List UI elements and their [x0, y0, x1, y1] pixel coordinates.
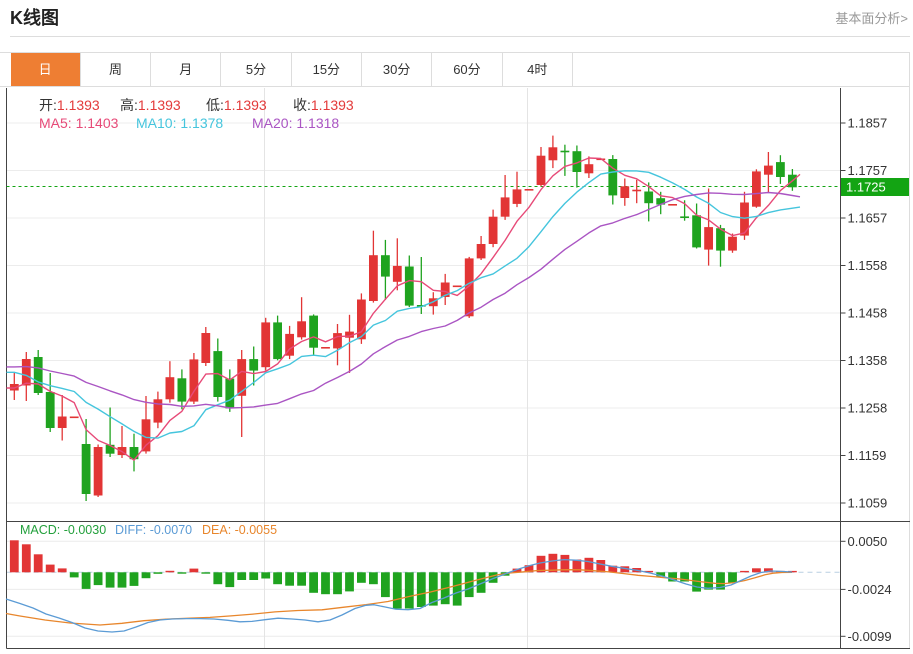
svg-text:DIFF: -0.0070: DIFF: -0.0070 [115, 523, 192, 537]
svg-text:-0.0024: -0.0024 [848, 582, 892, 597]
svg-text:1.1757: 1.1757 [848, 163, 888, 178]
svg-text:-0.0099: -0.0099 [848, 629, 892, 644]
svg-text:1.1857: 1.1857 [848, 116, 888, 131]
svg-text:0.0050: 0.0050 [848, 534, 888, 549]
svg-text:MACD: -0.0030: MACD: -0.0030 [20, 523, 106, 537]
svg-text:1.1358: 1.1358 [848, 353, 888, 368]
svg-text:1.1558: 1.1558 [848, 258, 888, 273]
svg-text:MA10: 1.1378: MA10: 1.1378 [136, 115, 223, 131]
svg-text:1.1159: 1.1159 [848, 448, 887, 463]
svg-text:开:1.1393: 开:1.1393 [39, 97, 100, 113]
svg-text:1.1258: 1.1258 [848, 401, 888, 416]
svg-text:1.1059: 1.1059 [848, 496, 888, 511]
svg-text:MA5: 1.1403: MA5: 1.1403 [39, 115, 119, 131]
svg-text:收:1.1393: 收:1.1393 [293, 97, 354, 113]
svg-text:高:1.1393: 高:1.1393 [120, 97, 181, 113]
svg-text:DEA: -0.0055: DEA: -0.0055 [202, 523, 277, 537]
svg-text:MA20: 1.1318: MA20: 1.1318 [252, 115, 339, 131]
svg-text:1.1657: 1.1657 [848, 211, 888, 226]
svg-text:低:1.1393: 低:1.1393 [206, 97, 267, 113]
svg-text:1.1725: 1.1725 [846, 180, 886, 195]
svg-text:1.1458: 1.1458 [848, 306, 888, 321]
